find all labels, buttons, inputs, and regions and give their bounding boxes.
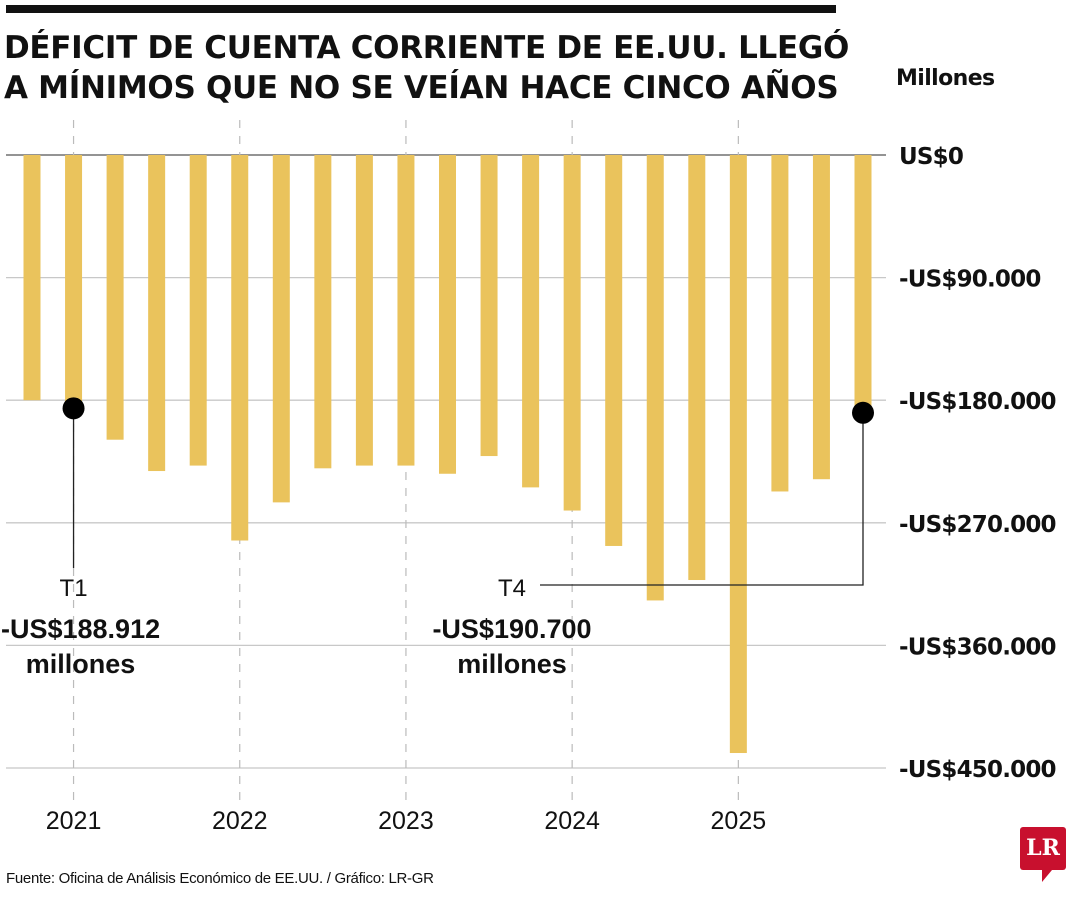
x-tick-label: 2023 xyxy=(378,807,434,835)
annotation-value: -US$188.912 xyxy=(1,614,160,644)
bar xyxy=(23,155,41,401)
bar xyxy=(688,155,706,581)
annotations: T1 -US$188.912 millones T4 -US$190.700 millon… xyxy=(1,397,874,679)
lr-logo: LR xyxy=(1020,827,1066,882)
y-tick-label: -US$450.000 xyxy=(899,757,1056,783)
units-label: Millones xyxy=(896,66,995,91)
annotation-quarter: T1 xyxy=(60,575,88,602)
annotation-unit: millones xyxy=(457,649,567,679)
bar xyxy=(729,155,747,754)
bar xyxy=(65,155,83,413)
leader-line xyxy=(540,414,864,586)
y-tick-label: -US$270.000 xyxy=(899,512,1056,538)
bar xyxy=(314,155,332,469)
bar xyxy=(522,155,540,488)
x-axis-labels: 2021 2022 2023 2024 2025 xyxy=(46,807,766,835)
bar xyxy=(439,155,456,474)
annotation-unit: millones xyxy=(26,649,136,679)
top-rule xyxy=(6,5,836,13)
annotation-dot xyxy=(62,397,85,420)
y-tick-label: US$0 xyxy=(899,144,963,170)
bar xyxy=(854,155,872,415)
x-tick-label: 2022 xyxy=(212,807,268,835)
chart-title: DÉFICIT DE CUENTA CORRIENTE DE EE.UU. LL… xyxy=(4,30,850,106)
y-tick-label: -US$180.000 xyxy=(899,389,1056,415)
bar xyxy=(771,155,789,492)
bar xyxy=(397,155,415,466)
y-axis-labels: US$0 -US$90.000 -US$180.000 -US$270.000 -US$… xyxy=(899,144,1057,783)
y-tick-label: -US$360.000 xyxy=(899,634,1056,660)
annotation-quarter: T4 xyxy=(498,575,526,602)
bar xyxy=(812,155,830,480)
bar xyxy=(106,155,124,440)
bars xyxy=(23,155,872,754)
bar xyxy=(231,155,249,541)
bar xyxy=(605,155,623,546)
y-tick-label: -US$90.000 xyxy=(899,267,1041,293)
bar xyxy=(646,155,664,601)
bar xyxy=(189,155,207,466)
x-tick-label: 2021 xyxy=(46,807,102,835)
x-tick-label: 2025 xyxy=(711,807,767,835)
source-note: Fuente: Oficina de Análisis Económico de… xyxy=(6,870,434,887)
annotation-dot xyxy=(852,401,874,424)
bar xyxy=(480,155,498,457)
bar xyxy=(148,155,166,472)
bar xyxy=(355,155,373,466)
annotation-value: -US$190.700 xyxy=(432,614,591,644)
bar xyxy=(563,155,581,511)
x-tick-label: 2024 xyxy=(544,807,600,835)
bar xyxy=(272,155,290,503)
